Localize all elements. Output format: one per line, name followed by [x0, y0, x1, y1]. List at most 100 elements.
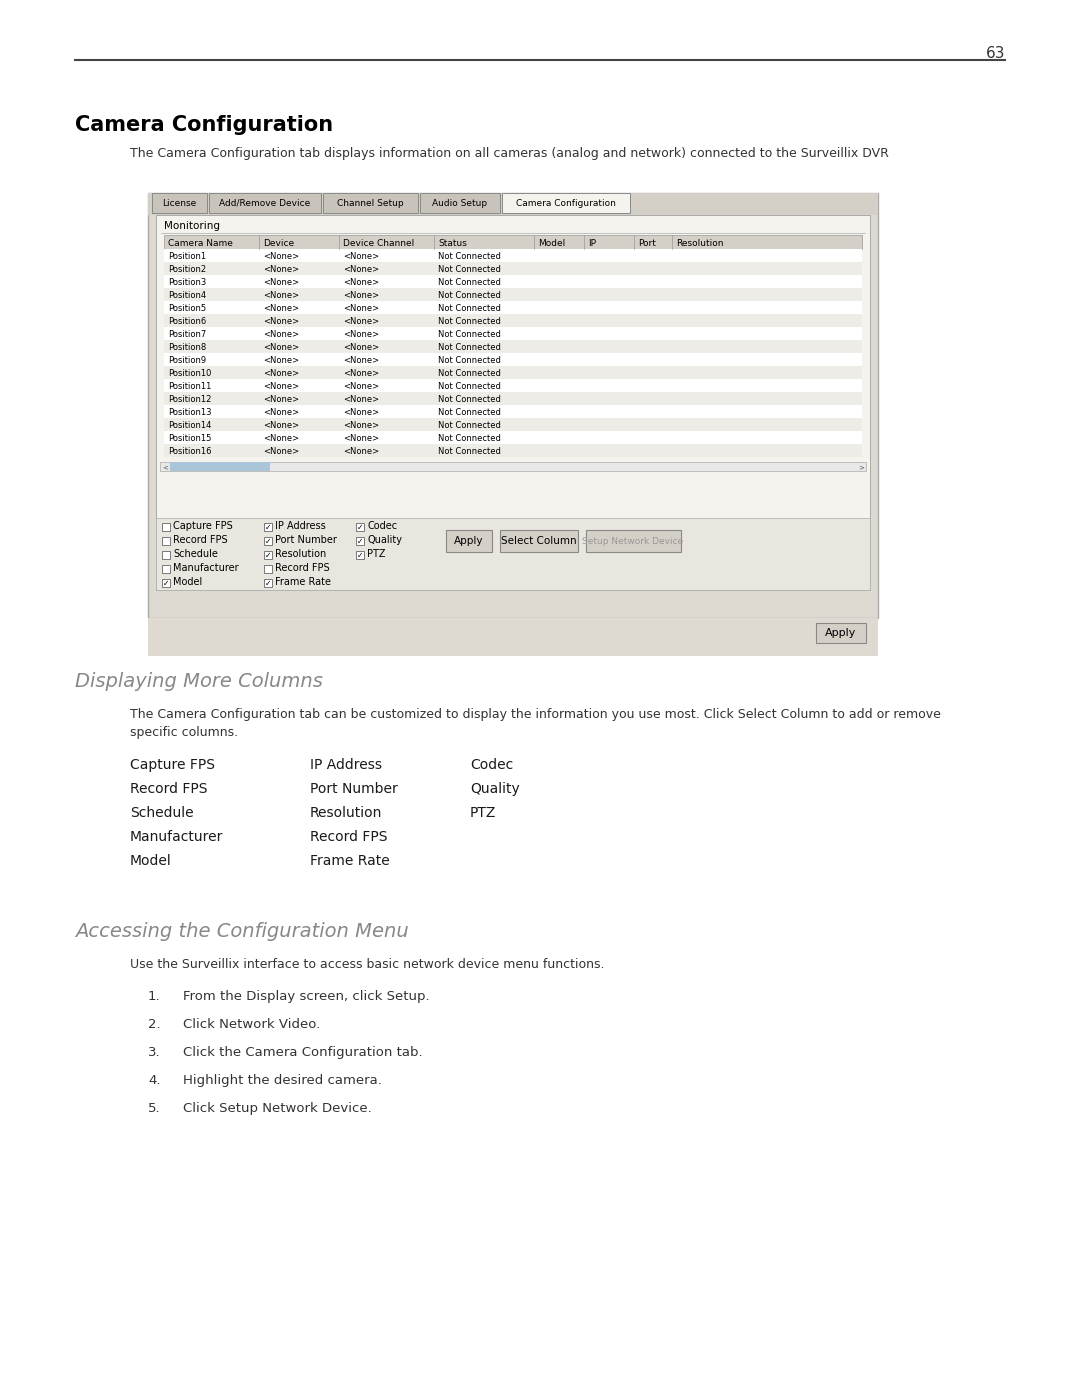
- Bar: [156, 518, 870, 590]
- Text: <None>: <None>: [264, 278, 299, 286]
- Text: Record FPS: Record FPS: [173, 535, 228, 545]
- FancyBboxPatch shape: [446, 529, 492, 552]
- Text: <None>: <None>: [343, 265, 379, 274]
- Text: <None>: <None>: [264, 408, 299, 416]
- Bar: [502, 193, 630, 212]
- Text: Not Connected: Not Connected: [438, 395, 501, 404]
- Text: Not Connected: Not Connected: [438, 265, 501, 274]
- Bar: [164, 314, 862, 327]
- Bar: [264, 578, 272, 587]
- Bar: [164, 235, 862, 249]
- Bar: [164, 444, 862, 457]
- Text: Highlight the desired camera.: Highlight the desired camera.: [183, 1074, 382, 1087]
- Text: Position11: Position11: [168, 381, 212, 391]
- Bar: [264, 550, 272, 559]
- Text: <None>: <None>: [343, 317, 379, 326]
- Text: Capture FPS: Capture FPS: [173, 521, 233, 531]
- Text: Codec: Codec: [367, 521, 397, 531]
- Text: Model: Model: [173, 577, 202, 587]
- Text: <None>: <None>: [343, 369, 379, 379]
- Text: <None>: <None>: [264, 330, 299, 339]
- Text: <None>: <None>: [343, 447, 379, 455]
- Bar: [148, 617, 878, 657]
- Text: <None>: <None>: [343, 408, 379, 416]
- Text: From the Display screen, click Setup.: From the Display screen, click Setup.: [183, 990, 430, 1003]
- Text: <None>: <None>: [343, 305, 379, 313]
- Text: <None>: <None>: [264, 381, 299, 391]
- Bar: [210, 193, 321, 212]
- Text: Add/Remove Device: Add/Remove Device: [219, 198, 311, 208]
- Text: Position2: Position2: [168, 265, 206, 274]
- Text: Port: Port: [638, 239, 656, 247]
- FancyBboxPatch shape: [816, 623, 866, 643]
- Text: ✓: ✓: [265, 536, 271, 545]
- Bar: [164, 379, 862, 393]
- Text: Not Connected: Not Connected: [438, 381, 501, 391]
- Text: Displaying More Columns: Displaying More Columns: [75, 672, 323, 692]
- Text: Channel Setup: Channel Setup: [337, 198, 404, 208]
- Text: <None>: <None>: [264, 317, 299, 326]
- Bar: [164, 339, 862, 353]
- Text: Not Connected: Not Connected: [438, 305, 501, 313]
- Text: Schedule: Schedule: [130, 806, 193, 820]
- Text: Not Connected: Not Connected: [438, 408, 501, 416]
- Text: Codec: Codec: [470, 759, 513, 773]
- Text: The Camera Configuration tab can be customized to display the information you us: The Camera Configuration tab can be cust…: [130, 708, 941, 721]
- Text: >: >: [859, 464, 864, 471]
- Text: Resolution: Resolution: [275, 549, 326, 559]
- Text: ✓: ✓: [356, 550, 363, 560]
- Text: <None>: <None>: [264, 305, 299, 313]
- Text: Not Connected: Not Connected: [438, 447, 501, 455]
- Text: 5.: 5.: [148, 1102, 161, 1115]
- Bar: [162, 536, 170, 545]
- Text: PTZ: PTZ: [470, 806, 497, 820]
- Text: <None>: <None>: [264, 369, 299, 379]
- Text: <None>: <None>: [264, 265, 299, 274]
- Bar: [162, 578, 170, 587]
- Text: <None>: <None>: [264, 251, 299, 261]
- Bar: [264, 522, 272, 531]
- Text: Record FPS: Record FPS: [130, 782, 207, 796]
- Bar: [164, 275, 862, 288]
- Text: Position13: Position13: [168, 408, 212, 416]
- Text: Status: Status: [438, 239, 467, 247]
- Text: Camera Name: Camera Name: [168, 239, 233, 247]
- Text: Select Column: Select Column: [501, 536, 577, 546]
- Bar: [420, 193, 500, 212]
- Text: Monitoring: Monitoring: [164, 221, 220, 231]
- Text: Not Connected: Not Connected: [438, 369, 501, 379]
- Bar: [170, 462, 270, 471]
- Text: Frame Rate: Frame Rate: [275, 577, 330, 587]
- Text: <None>: <None>: [343, 395, 379, 404]
- Text: Quality: Quality: [367, 535, 402, 545]
- Text: <None>: <None>: [264, 356, 299, 365]
- Text: Use the Surveillix interface to access basic network device menu functions.: Use the Surveillix interface to access b…: [130, 958, 605, 971]
- Bar: [164, 366, 862, 379]
- Text: Position4: Position4: [168, 291, 206, 300]
- Text: Not Connected: Not Connected: [438, 251, 501, 261]
- Text: Not Connected: Not Connected: [438, 434, 501, 443]
- Text: Click Setup Network Device.: Click Setup Network Device.: [183, 1102, 372, 1115]
- Text: <None>: <None>: [343, 420, 379, 430]
- Text: <: <: [162, 464, 167, 471]
- Bar: [164, 353, 862, 366]
- Bar: [164, 263, 862, 275]
- Text: PTZ: PTZ: [367, 549, 386, 559]
- Text: Port Number: Port Number: [310, 782, 397, 796]
- Text: ✓: ✓: [265, 550, 271, 560]
- Text: Setup Network Device: Setup Network Device: [582, 536, 684, 545]
- Bar: [164, 418, 862, 432]
- Bar: [323, 193, 418, 212]
- Text: Position14: Position14: [168, 420, 212, 430]
- Text: Not Connected: Not Connected: [438, 356, 501, 365]
- Text: IP Address: IP Address: [310, 759, 382, 773]
- Text: Position15: Position15: [168, 434, 212, 443]
- Text: 2.: 2.: [148, 1018, 161, 1031]
- Text: Audio Setup: Audio Setup: [432, 198, 487, 208]
- Text: Not Connected: Not Connected: [438, 317, 501, 326]
- Text: Not Connected: Not Connected: [438, 344, 501, 352]
- Bar: [356, 536, 364, 545]
- Text: <None>: <None>: [343, 356, 379, 365]
- Text: <None>: <None>: [264, 291, 299, 300]
- Text: Manufacturer: Manufacturer: [130, 830, 224, 844]
